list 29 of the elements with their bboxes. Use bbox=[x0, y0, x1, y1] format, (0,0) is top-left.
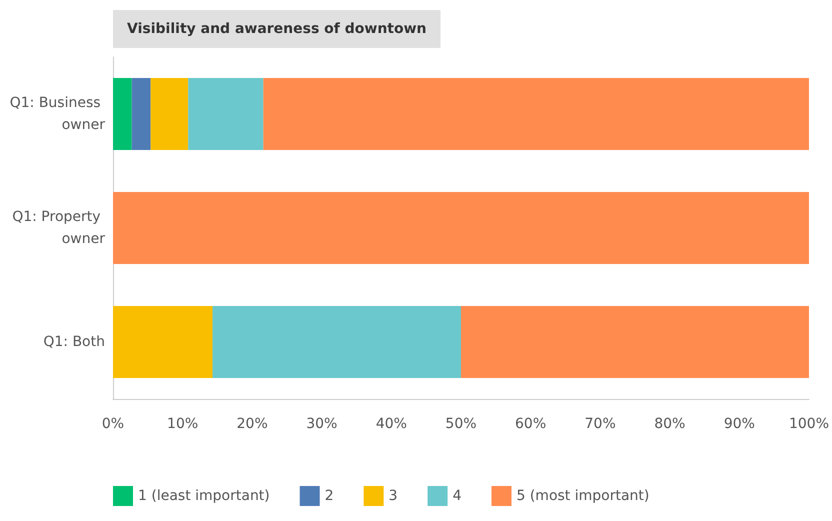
x-tick-label: 70% bbox=[584, 416, 616, 432]
x-tick-label: 100% bbox=[788, 416, 830, 432]
legend-label: 4 bbox=[452, 488, 462, 504]
bar bbox=[132, 78, 151, 150]
x-tick-label: 0% bbox=[102, 416, 124, 432]
x-tick-label: 90% bbox=[724, 416, 755, 432]
x-tick-label: 80% bbox=[654, 416, 686, 432]
x-tick-label: 20% bbox=[236, 416, 268, 432]
y-tick-label: Q1: Property owner bbox=[12, 209, 106, 247]
legend-label: 1 (least important) bbox=[138, 488, 270, 504]
bar bbox=[188, 78, 264, 150]
legend-label: 5 (most important) bbox=[516, 488, 650, 504]
x-tick-label: 40% bbox=[376, 416, 407, 432]
bar bbox=[113, 78, 132, 150]
x-tick-label: 50% bbox=[445, 416, 477, 432]
bar bbox=[113, 192, 809, 264]
legend-label: 3 bbox=[388, 488, 398, 504]
y-tick-label: Q1: Business owner bbox=[10, 95, 106, 133]
x-tick-label: 10% bbox=[167, 416, 198, 432]
bar bbox=[212, 306, 461, 378]
bar bbox=[113, 306, 213, 378]
y-tick-label: Q1: Both bbox=[43, 334, 105, 350]
legend-label: 2 bbox=[324, 488, 334, 504]
bar bbox=[263, 78, 809, 150]
chart-title: Visibility and awareness of downtown bbox=[127, 21, 427, 37]
x-tick-label: 60% bbox=[515, 416, 546, 432]
x-tick-label: 30% bbox=[306, 416, 338, 432]
bar bbox=[460, 306, 809, 378]
bar bbox=[150, 78, 188, 150]
